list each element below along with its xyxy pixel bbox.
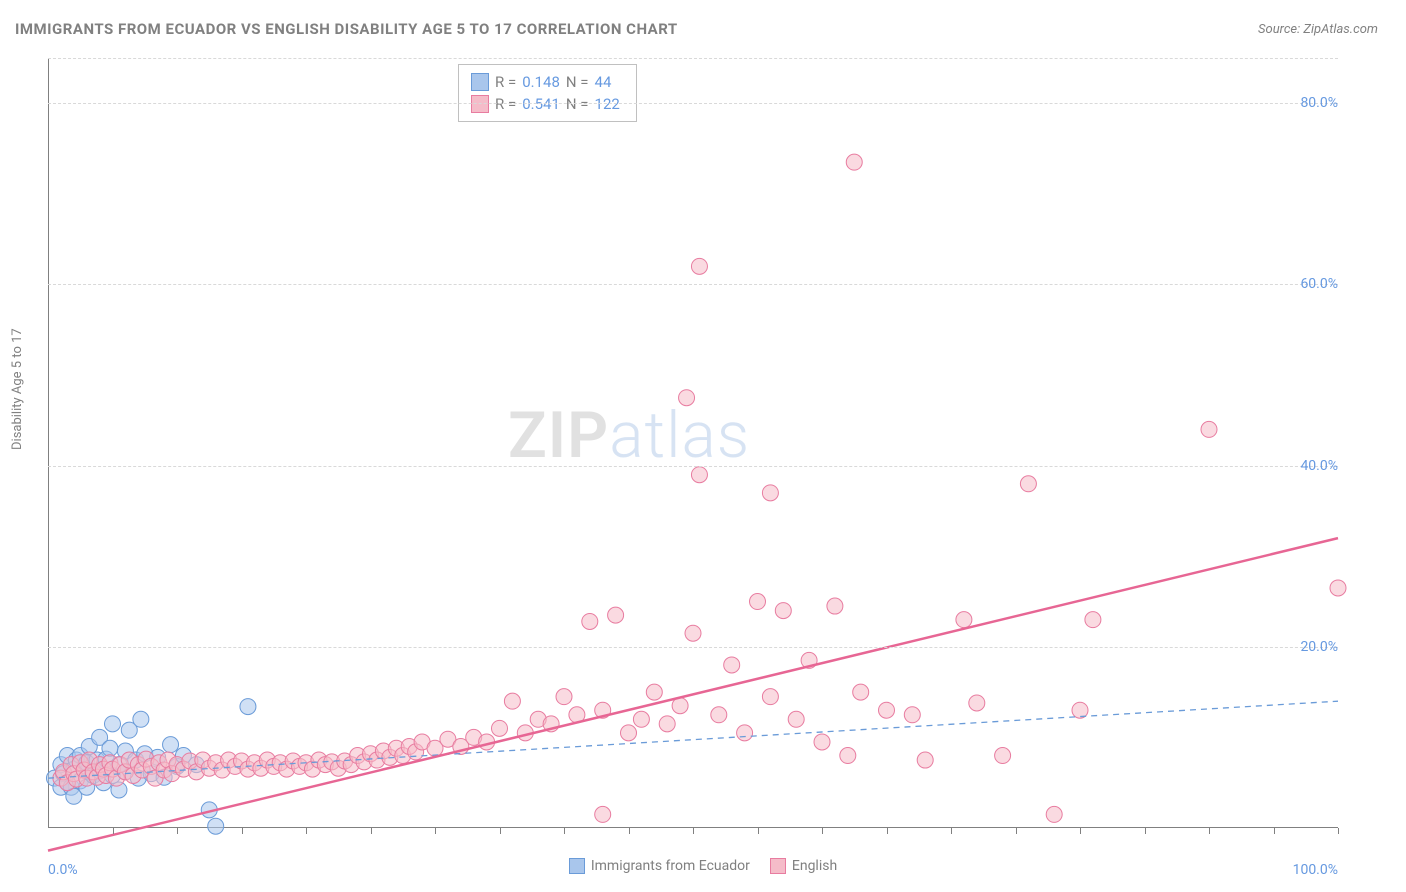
- legend-n-value: 44: [595, 71, 612, 93]
- data-point: [969, 695, 985, 711]
- data-point: [163, 737, 179, 753]
- plot-area: ZIPatlas R = 0.148 N = 44 R = 0.541 N = …: [48, 58, 1338, 828]
- x-tick: [1080, 828, 1081, 834]
- data-point: [827, 598, 843, 614]
- x-tick: [1338, 828, 1339, 834]
- x-tick: [1209, 828, 1210, 834]
- x-tick: [242, 828, 243, 834]
- data-point: [679, 390, 695, 406]
- x-tick: [500, 828, 501, 834]
- x-tick: [306, 828, 307, 834]
- x-tick: [1145, 828, 1146, 834]
- gridline-h: [48, 103, 1338, 104]
- data-point: [582, 613, 598, 629]
- scatter-plot-svg: [48, 58, 1338, 828]
- data-point: [608, 607, 624, 623]
- data-point: [846, 154, 862, 170]
- data-point: [208, 818, 224, 834]
- data-point: [492, 720, 508, 736]
- x-tick: [822, 828, 823, 834]
- data-point: [775, 603, 791, 619]
- y-tick-label: 60.0%: [1300, 276, 1338, 292]
- gridline-h: [48, 58, 1338, 59]
- legend-label: English: [792, 858, 837, 874]
- y-tick-label: 80.0%: [1300, 95, 1338, 111]
- gridline-h: [48, 647, 1338, 648]
- x-tick: [564, 828, 565, 834]
- data-point: [904, 707, 920, 723]
- data-point: [1085, 612, 1101, 628]
- x-tick: [435, 828, 436, 834]
- y-axis-label: Disability Age 5 to 17: [10, 328, 25, 450]
- data-point: [691, 467, 707, 483]
- x-tick: [887, 828, 888, 834]
- data-point: [105, 716, 121, 732]
- bottom-legend: Immigrants from Ecuador English: [0, 858, 1406, 878]
- data-point: [102, 740, 118, 756]
- legend-box: R = 0.148 N = 44 R = 0.541 N = 122: [458, 64, 637, 122]
- data-point: [659, 716, 675, 732]
- data-point: [240, 699, 256, 715]
- x-tick: [1274, 828, 1275, 834]
- x-tick: [1016, 828, 1017, 834]
- data-point: [788, 711, 804, 727]
- legend-swatch: [471, 73, 489, 91]
- data-point: [133, 711, 149, 727]
- data-point: [633, 711, 649, 727]
- data-point: [762, 689, 778, 705]
- data-point: [762, 485, 778, 501]
- data-point: [711, 707, 727, 723]
- trend-line: [48, 538, 1338, 851]
- legend-r-label: R =: [495, 71, 516, 93]
- gridline-h: [48, 284, 1338, 285]
- data-point: [621, 725, 637, 741]
- data-point: [685, 625, 701, 641]
- data-point: [556, 689, 572, 705]
- data-point: [879, 702, 895, 718]
- data-point: [1020, 476, 1036, 492]
- y-tick-label: 20.0%: [1300, 639, 1338, 655]
- legend-row: R = 0.148 N = 44: [471, 71, 620, 93]
- data-point: [504, 693, 520, 709]
- x-tick: [371, 828, 372, 834]
- data-point: [995, 748, 1011, 764]
- x-tick: [629, 828, 630, 834]
- x-tick: [758, 828, 759, 834]
- data-point: [917, 752, 933, 768]
- legend-swatch: [770, 858, 786, 874]
- data-point: [1201, 421, 1217, 437]
- bottom-legend-item: English: [770, 858, 837, 874]
- data-point: [840, 748, 856, 764]
- x-tick: [113, 828, 114, 834]
- data-point: [737, 725, 753, 741]
- data-point: [691, 258, 707, 274]
- gridline-h: [48, 466, 1338, 467]
- legend-swatch: [569, 858, 585, 874]
- data-point: [853, 684, 869, 700]
- chart-title: IMMIGRANTS FROM ECUADOR VS ENGLISH DISAB…: [15, 20, 678, 38]
- x-tick: [693, 828, 694, 834]
- data-point: [956, 612, 972, 628]
- data-point: [750, 594, 766, 610]
- bottom-legend-item: Immigrants from Ecuador: [569, 858, 750, 874]
- data-point: [646, 684, 662, 700]
- data-point: [1330, 580, 1346, 596]
- legend-label: Immigrants from Ecuador: [591, 858, 750, 874]
- data-point: [814, 734, 830, 750]
- data-point: [1046, 806, 1062, 822]
- data-point: [595, 806, 611, 822]
- source-label: Source: ZipAtlas.com: [1258, 22, 1378, 37]
- legend-r-value: 0.148: [522, 71, 560, 93]
- x-tick: [177, 828, 178, 834]
- y-tick-label: 40.0%: [1300, 458, 1338, 474]
- data-point: [724, 657, 740, 673]
- legend-n-label: N =: [566, 71, 589, 93]
- x-tick: [951, 828, 952, 834]
